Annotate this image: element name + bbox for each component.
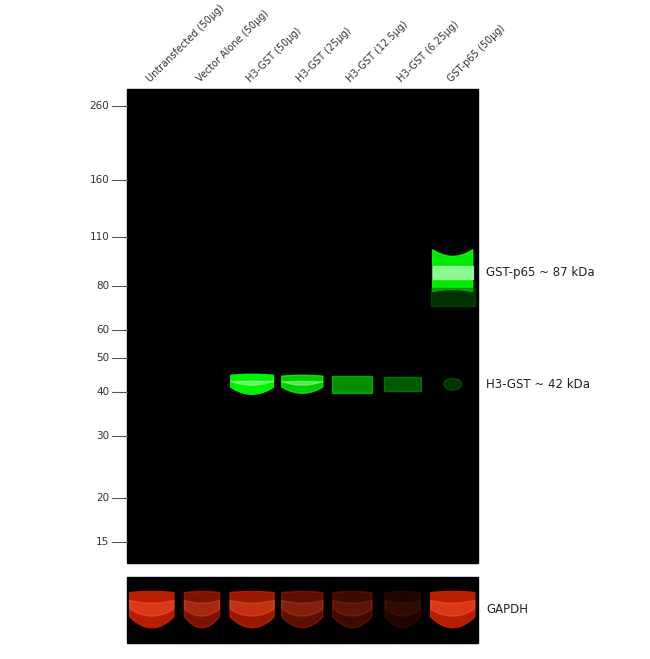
Text: 15: 15: [96, 536, 109, 546]
Polygon shape: [385, 592, 420, 627]
Polygon shape: [130, 592, 174, 627]
Polygon shape: [384, 377, 421, 391]
Text: H3-GST (25μg): H3-GST (25μg): [295, 25, 354, 84]
Text: 30: 30: [96, 430, 109, 441]
Polygon shape: [430, 592, 474, 627]
Polygon shape: [281, 592, 323, 627]
Text: 110: 110: [90, 232, 109, 242]
Text: GST-p65 ~ 87 kDa: GST-p65 ~ 87 kDa: [486, 266, 595, 279]
Text: H3-GST (50μg): H3-GST (50μg): [245, 26, 304, 84]
Polygon shape: [130, 600, 174, 616]
Polygon shape: [430, 600, 474, 616]
Text: H3-GST (6.25μg): H3-GST (6.25μg): [395, 19, 460, 84]
Polygon shape: [333, 600, 372, 616]
Text: H3-GST (12.5μg): H3-GST (12.5μg): [345, 19, 410, 84]
Text: GST-p65 (50μg): GST-p65 (50μg): [446, 22, 506, 84]
Polygon shape: [332, 376, 372, 393]
Text: 260: 260: [90, 101, 109, 111]
Polygon shape: [185, 592, 220, 627]
Text: 20: 20: [96, 493, 109, 503]
Text: 40: 40: [96, 387, 109, 397]
Polygon shape: [231, 374, 274, 394]
Text: 50: 50: [96, 353, 109, 362]
Text: Vector Alone (50μg): Vector Alone (50μg): [195, 8, 270, 84]
Text: GAPDH: GAPDH: [486, 603, 528, 616]
Polygon shape: [281, 600, 323, 616]
Polygon shape: [281, 375, 323, 393]
Text: 160: 160: [90, 175, 109, 185]
Text: Untransfected (50μg): Untransfected (50μg): [145, 3, 226, 84]
Polygon shape: [185, 600, 220, 616]
Polygon shape: [231, 381, 274, 386]
Ellipse shape: [444, 378, 462, 390]
Polygon shape: [230, 600, 274, 616]
Polygon shape: [433, 266, 473, 279]
Polygon shape: [281, 382, 323, 385]
Polygon shape: [230, 592, 274, 627]
Polygon shape: [430, 288, 474, 306]
Text: 80: 80: [96, 281, 109, 291]
Polygon shape: [433, 250, 473, 291]
Text: 60: 60: [96, 325, 109, 335]
Text: H3-GST ~ 42 kDa: H3-GST ~ 42 kDa: [486, 378, 590, 391]
Polygon shape: [385, 600, 420, 616]
Bar: [127, 577, 478, 643]
Polygon shape: [333, 592, 372, 627]
Bar: [127, 89, 478, 563]
